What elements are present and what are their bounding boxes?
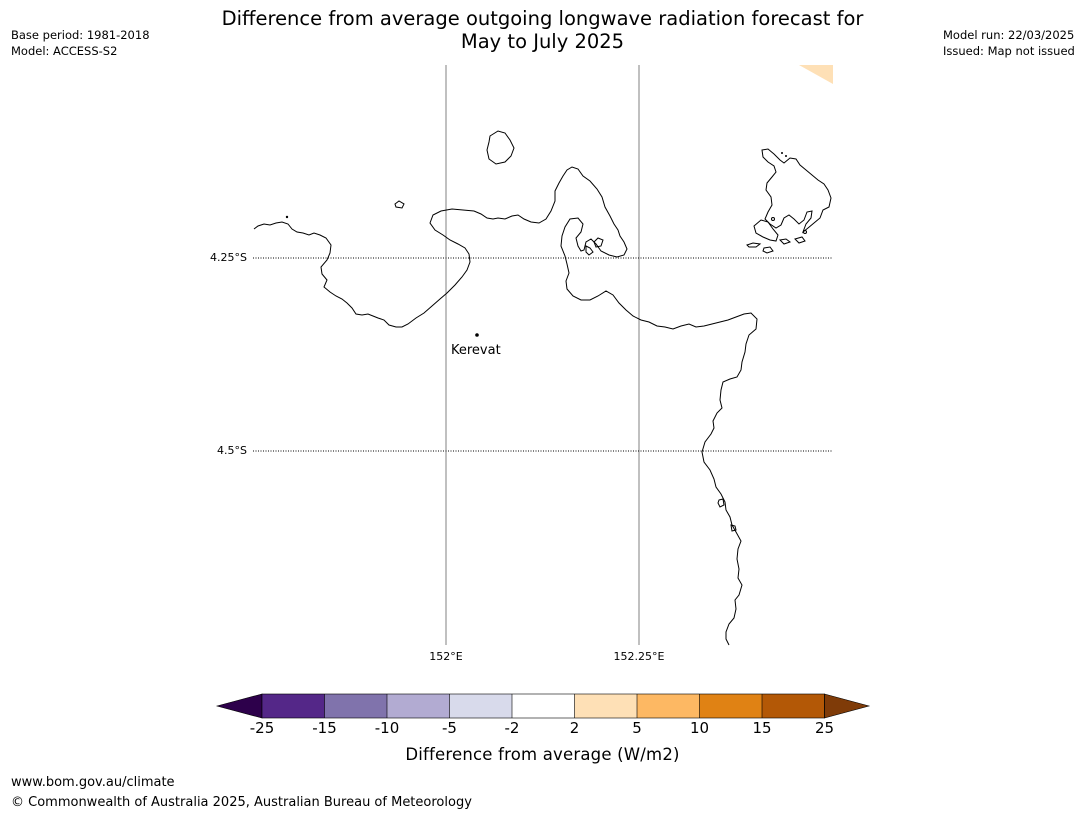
colorbar-tick-label: 25	[814, 719, 835, 737]
model-name: Model: ACCESS-S2	[11, 44, 118, 58]
colorbar-swatch-1	[262, 694, 325, 718]
island-small-west	[394, 200, 405, 209]
meta-left: Base period: 1981-2018 Model: ACCESS-S2	[11, 27, 150, 59]
colorbar-title: Difference from average (W/m2)	[405, 745, 680, 764]
colorbar-swatch-8	[699, 694, 762, 718]
colorbar-swatch-7	[637, 694, 700, 718]
colorbar-tick-label: -25	[249, 719, 275, 737]
colorbar-tick-label: -10	[374, 719, 400, 737]
islet-east-2	[803, 230, 807, 234]
title-line-2: May to July 2025	[460, 30, 625, 53]
footer-copyright: © Commonwealth of Australia 2025, Austra…	[11, 795, 472, 810]
islet-east-3	[781, 152, 783, 154]
title-line-1: Difference from average outgoing longwav…	[221, 7, 864, 30]
meta-right: Model run: 22/03/2025 Issued: Map not is…	[943, 27, 1075, 59]
island-east-small-1	[753, 219, 779, 242]
island-north	[486, 130, 515, 165]
coastline-main	[253, 166, 758, 646]
coastline-inner	[585, 245, 594, 256]
islet-south-2	[730, 524, 737, 532]
island-east-small-4	[778, 238, 792, 245]
point-marker	[475, 333, 479, 337]
island-east-small-5	[794, 236, 806, 244]
colorbar-swatch-4	[449, 694, 512, 718]
colorbar-tick-label: 5	[632, 719, 642, 737]
colorbar-swatch-9	[762, 694, 825, 718]
island-east-small-3	[762, 246, 774, 254]
issued-status: Issued: Map not issued	[943, 44, 1075, 58]
base-period: Base period: 1981-2018	[11, 28, 150, 42]
colorbar-tick-label: 15	[752, 719, 772, 737]
islet-east-1	[771, 217, 775, 221]
island-east-small-2	[746, 242, 762, 248]
anomaly-shading	[799, 65, 833, 84]
lon-label-152-25: 152.25°E	[613, 650, 665, 663]
islet-east-4	[785, 155, 787, 157]
colorbar-tick-label: 2	[569, 719, 580, 737]
map-area	[253, 65, 833, 646]
colorbar-outline	[261, 693, 825, 719]
colorbar-swatch-3	[387, 694, 450, 718]
island-east-large	[761, 148, 832, 234]
colorbar-swatch-5	[512, 694, 575, 718]
colorbar-swatch-6	[574, 694, 637, 718]
colorbar-under-arrow	[215, 693, 263, 719]
lat-label-4-5: 4.5°S	[217, 444, 247, 457]
colorbar-over-arrow	[824, 693, 871, 719]
islet-west	[285, 215, 289, 219]
place-label-kerevat: Kerevat	[451, 343, 501, 358]
coastline-inner-2	[593, 237, 604, 248]
lat-label-4-25: 4.25°S	[210, 251, 247, 264]
colorbar-tick-label: -15	[312, 719, 337, 737]
colorbar-dividers	[324, 694, 763, 718]
model-run: Model run: 22/03/2025	[943, 28, 1075, 42]
footer-url[interactable]: www.bom.gov.au/climate	[11, 775, 175, 790]
colorbar-tick-label: -2	[504, 719, 520, 737]
islet-south-1	[717, 498, 725, 508]
colorbar-swatch-2	[324, 694, 387, 718]
colorbar-tick-label: 10	[689, 719, 710, 737]
lon-label-152: 152°E	[429, 650, 463, 663]
colorbar-tick-label: -5	[442, 719, 457, 737]
map-title: Difference from average outgoing longwav…	[0, 7, 1085, 53]
